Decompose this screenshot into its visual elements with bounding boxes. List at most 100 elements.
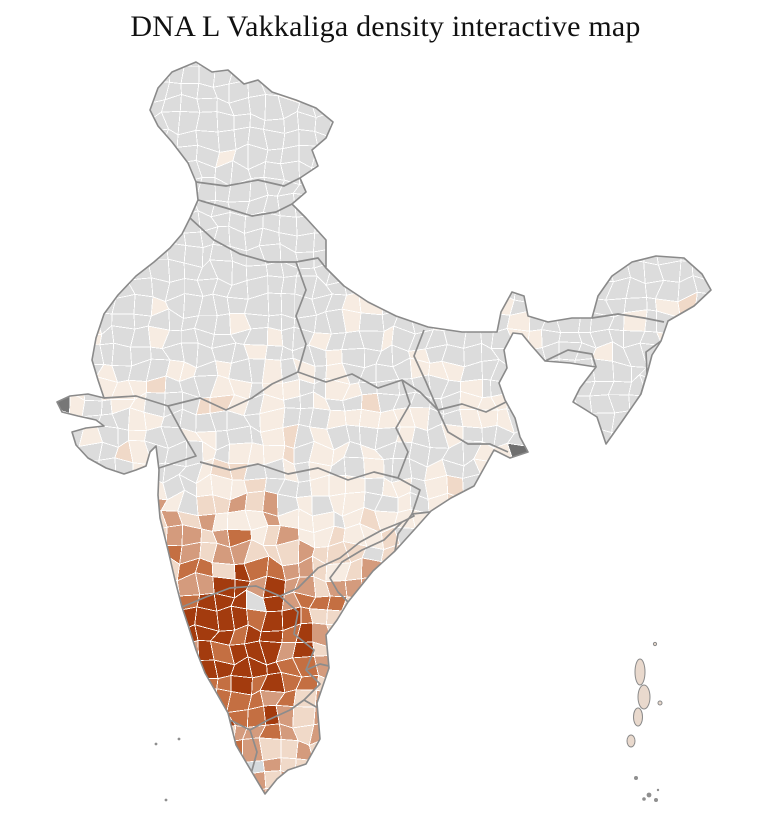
district[interactable] [624,209,641,237]
district[interactable] [655,662,682,680]
district[interactable] [472,514,498,528]
district[interactable] [477,199,493,213]
district[interactable] [112,577,137,598]
district[interactable] [591,595,616,615]
district[interactable] [426,522,446,550]
district[interactable] [709,65,727,85]
district[interactable] [527,425,550,447]
district[interactable] [465,706,485,727]
district[interactable] [392,277,417,303]
district[interactable] [555,45,577,71]
district[interactable] [134,510,150,533]
district[interactable] [408,675,429,696]
district[interactable] [30,758,52,780]
district[interactable] [557,787,576,812]
district[interactable] [83,638,98,661]
district[interactable] [79,760,103,777]
district[interactable] [539,281,565,299]
district[interactable] [52,311,70,331]
district[interactable] [423,773,451,796]
district[interactable] [658,64,675,87]
district[interactable] [541,145,563,164]
district[interactable] [674,545,695,566]
district[interactable] [643,78,663,104]
district[interactable] [560,591,583,615]
district[interactable] [96,623,118,642]
district[interactable] [623,133,647,147]
district[interactable] [626,760,649,780]
district[interactable] [629,68,649,86]
district[interactable] [408,62,425,87]
district[interactable] [47,79,72,102]
district[interactable] [144,655,169,679]
district[interactable] [364,184,382,199]
district[interactable] [77,523,104,550]
district[interactable] [530,460,550,482]
district[interactable] [147,193,168,217]
district[interactable] [448,556,468,583]
district[interactable] [64,178,86,203]
district[interactable] [655,424,678,449]
district[interactable] [590,98,609,122]
district[interactable] [348,147,363,169]
district[interactable] [145,644,163,662]
district[interactable] [409,96,432,117]
district[interactable] [473,127,494,150]
district[interactable] [80,48,98,64]
district[interactable] [394,64,417,88]
district[interactable] [492,756,516,780]
district[interactable] [706,574,727,599]
district[interactable] [79,742,103,765]
district[interactable] [409,131,435,153]
district[interactable] [544,409,564,429]
district[interactable] [408,791,434,806]
district[interactable] [161,707,185,724]
district[interactable] [425,594,451,616]
district[interactable] [126,258,152,281]
district[interactable] [544,671,566,697]
district[interactable] [590,693,615,712]
district[interactable] [559,409,583,430]
district[interactable] [267,292,283,317]
district[interactable] [708,128,728,153]
district[interactable] [522,772,547,796]
district[interactable] [329,94,352,115]
district[interactable] [325,721,351,748]
district[interactable] [47,96,71,119]
district[interactable] [132,163,151,185]
district[interactable] [672,605,696,630]
district[interactable] [167,676,186,699]
district[interactable] [637,573,665,600]
district[interactable] [408,754,428,775]
district[interactable] [560,77,583,103]
district[interactable] [325,737,351,765]
district[interactable] [562,707,575,731]
district[interactable] [555,209,582,235]
district[interactable] [414,263,427,281]
andaman-nicobar-islands[interactable] [626,641,663,748]
district[interactable] [64,194,85,211]
district[interactable] [442,769,466,794]
district[interactable] [656,181,681,201]
district[interactable] [462,526,477,546]
district[interactable] [443,193,464,218]
district[interactable] [457,83,478,101]
district[interactable] [441,656,467,677]
district[interactable] [197,710,217,729]
district[interactable] [522,628,549,649]
district[interactable] [473,526,493,542]
district[interactable] [543,193,557,214]
district[interactable] [176,771,199,793]
district[interactable] [112,791,130,808]
district[interactable] [110,640,132,661]
district[interactable] [380,622,399,650]
district[interactable] [628,428,647,452]
district[interactable] [358,790,381,807]
district[interactable] [622,110,648,135]
district[interactable] [562,277,582,299]
district[interactable] [544,80,565,103]
district[interactable] [544,539,567,566]
district[interactable] [129,244,154,268]
district[interactable] [66,84,86,102]
district[interactable] [110,145,134,168]
